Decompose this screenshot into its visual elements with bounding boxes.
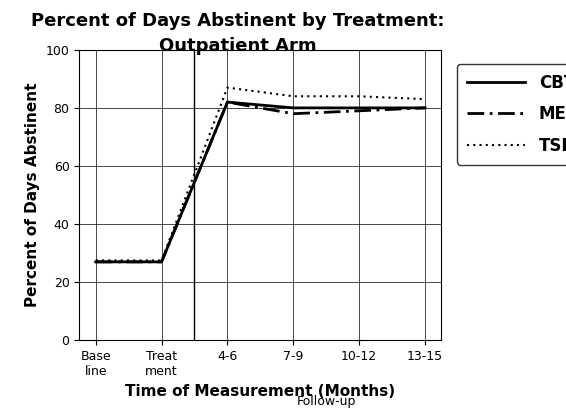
MET bbox=[290, 111, 297, 116]
MET bbox=[422, 105, 428, 110]
CBT bbox=[224, 100, 231, 105]
Line: MET: MET bbox=[96, 102, 425, 262]
TSF bbox=[422, 97, 428, 102]
Text: Outpatient Arm: Outpatient Arm bbox=[159, 37, 316, 55]
Text: Follow-up: Follow-up bbox=[297, 395, 356, 408]
Legend: CBT, MET, TSF: CBT, MET, TSF bbox=[457, 64, 566, 165]
TSF bbox=[356, 94, 363, 99]
TSF bbox=[92, 258, 99, 263]
Line: CBT: CBT bbox=[96, 102, 425, 262]
MET bbox=[92, 259, 99, 264]
Y-axis label: Percent of Days Abstinent: Percent of Days Abstinent bbox=[25, 83, 40, 307]
CBT bbox=[356, 105, 363, 110]
Text: Percent of Days Abstinent by Treatment:: Percent of Days Abstinent by Treatment: bbox=[31, 12, 444, 30]
CBT bbox=[92, 259, 99, 264]
CBT bbox=[158, 259, 165, 264]
X-axis label: Time of Measurement (Months): Time of Measurement (Months) bbox=[125, 383, 396, 398]
TSF bbox=[158, 258, 165, 263]
CBT bbox=[422, 105, 428, 110]
MET bbox=[224, 100, 231, 105]
TSF bbox=[224, 85, 231, 90]
Line: TSF: TSF bbox=[96, 88, 425, 261]
TSF bbox=[290, 94, 297, 99]
MET bbox=[356, 108, 363, 113]
CBT bbox=[290, 105, 297, 110]
MET bbox=[158, 259, 165, 264]
